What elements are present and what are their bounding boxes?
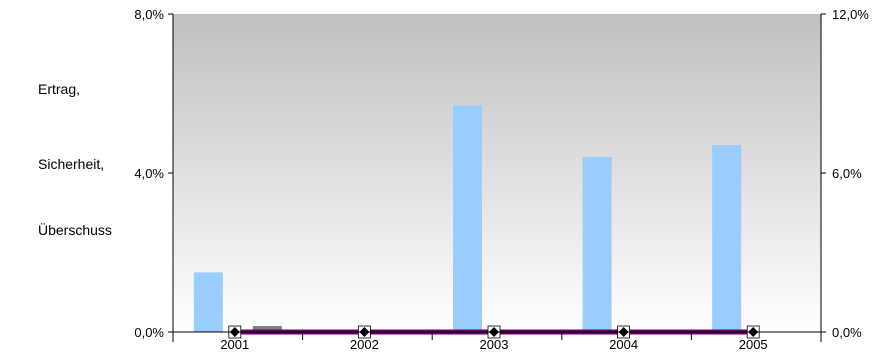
right-tick-label-2: 12,0% xyxy=(832,7,869,22)
x-tick-label-2002: 2002 xyxy=(350,337,379,352)
right-tick-label-0: 0,0% xyxy=(832,325,862,340)
bar-primary-2001 xyxy=(193,272,223,332)
bar-primary-2004 xyxy=(582,157,612,332)
bar-primary-2005 xyxy=(712,145,742,332)
bar-secondary-2001 xyxy=(252,326,282,332)
right-tick-label-1: 6,0% xyxy=(832,166,862,181)
x-tick-label-2004: 2004 xyxy=(609,337,638,352)
bar-primary-2003 xyxy=(453,105,482,332)
y-axis-label-line-1: Ertrag, xyxy=(38,81,81,97)
x-tick-label-2005: 2005 xyxy=(739,337,768,352)
left-tick-label-0: 0,0% xyxy=(134,325,164,340)
x-tick-label-2001: 2001 xyxy=(220,337,249,352)
left-tick-label-1: 4,0% xyxy=(134,166,164,181)
x-tick-label-2003: 2003 xyxy=(480,337,509,352)
y-axis-label-line-2: Sicherheit, xyxy=(38,156,105,172)
left-tick-label-2: 8,0% xyxy=(134,7,164,22)
y-axis-label-line-3: Überschuss xyxy=(38,222,112,238)
